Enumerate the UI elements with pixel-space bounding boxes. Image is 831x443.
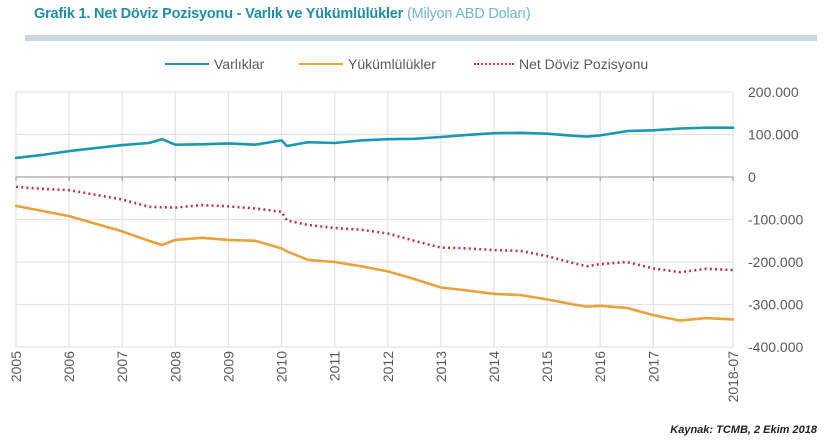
x-tick-label: 2007: [114, 351, 130, 382]
y-tick-label: -300.000: [748, 297, 803, 313]
chart-title: Grafik 1. Net Döviz Pozisyonu - Varlık v…: [34, 6, 531, 22]
source-note: Kaynak: TCMB, 2 Ekim 2018: [670, 424, 817, 436]
x-tick-label: 2010: [274, 351, 290, 382]
x-tick-label: 2008: [167, 351, 183, 382]
x-tick-label: 2013: [433, 351, 449, 382]
legend-item-net-doviz: Net Döviz Pozisyonu: [474, 56, 648, 72]
tick-labels: 200.000 100.000 0 -100.000 -200.000 -300.000 -…: [8, 84, 803, 402]
series-line-yukumlulukler: [14, 204, 735, 322]
legend-label-varliklar: Varlıklar: [214, 56, 265, 72]
legend-label-net-doviz: Net Döviz Pozisyonu: [519, 56, 649, 72]
x-tick-label: 2006: [61, 351, 77, 382]
legend-swatch-varliklar: [165, 63, 209, 65]
series-line-varliklar: [14, 126, 735, 160]
y-tick-label: -400.000: [748, 339, 803, 355]
x-tick-label: 2012: [380, 351, 396, 382]
title-underline-bar: [25, 35, 817, 41]
x-tick-label: 2009: [220, 351, 236, 382]
x-tick-label: 2017: [645, 351, 661, 382]
x-tick-label: 2011: [327, 351, 343, 381]
legend-item-varliklar: Varlıklar: [165, 56, 264, 72]
x-tick-label: 2015: [539, 351, 555, 382]
series-lines: [14, 126, 735, 322]
chart-legend: Varlıklar Yükümlülükler Net Döviz Pozisy…: [0, 56, 831, 78]
y-tick-label: 100.000: [748, 127, 799, 143]
legend-swatch-net-doviz: [474, 63, 514, 65]
y-tick-label: 0: [748, 169, 756, 185]
x-tick-label: 2016: [592, 351, 608, 382]
chart-title-unit: (Milyon ABD Doları): [406, 6, 531, 22]
chart-title-main: Grafik 1. Net Döviz Pozisyonu - Varlık v…: [34, 6, 404, 22]
x-tick-label: 2014: [486, 351, 502, 382]
y-tick-label: -100.000: [748, 212, 803, 228]
series-line-net-doviz: [15, 185, 734, 274]
legend-item-yukumlulukler: Yükümlülükler: [299, 56, 436, 72]
y-tick-label: 200.000: [748, 84, 799, 100]
axes: [15, 176, 734, 181]
x-tick-label: 2005: [8, 351, 24, 382]
y-tick-label: -200.000: [748, 254, 803, 270]
legend-label-yukumlulukler: Yükümlülükler: [348, 56, 436, 72]
x-tick-label: 2018-07: [725, 351, 741, 403]
legend-swatch-yukumlulukler: [299, 63, 343, 65]
